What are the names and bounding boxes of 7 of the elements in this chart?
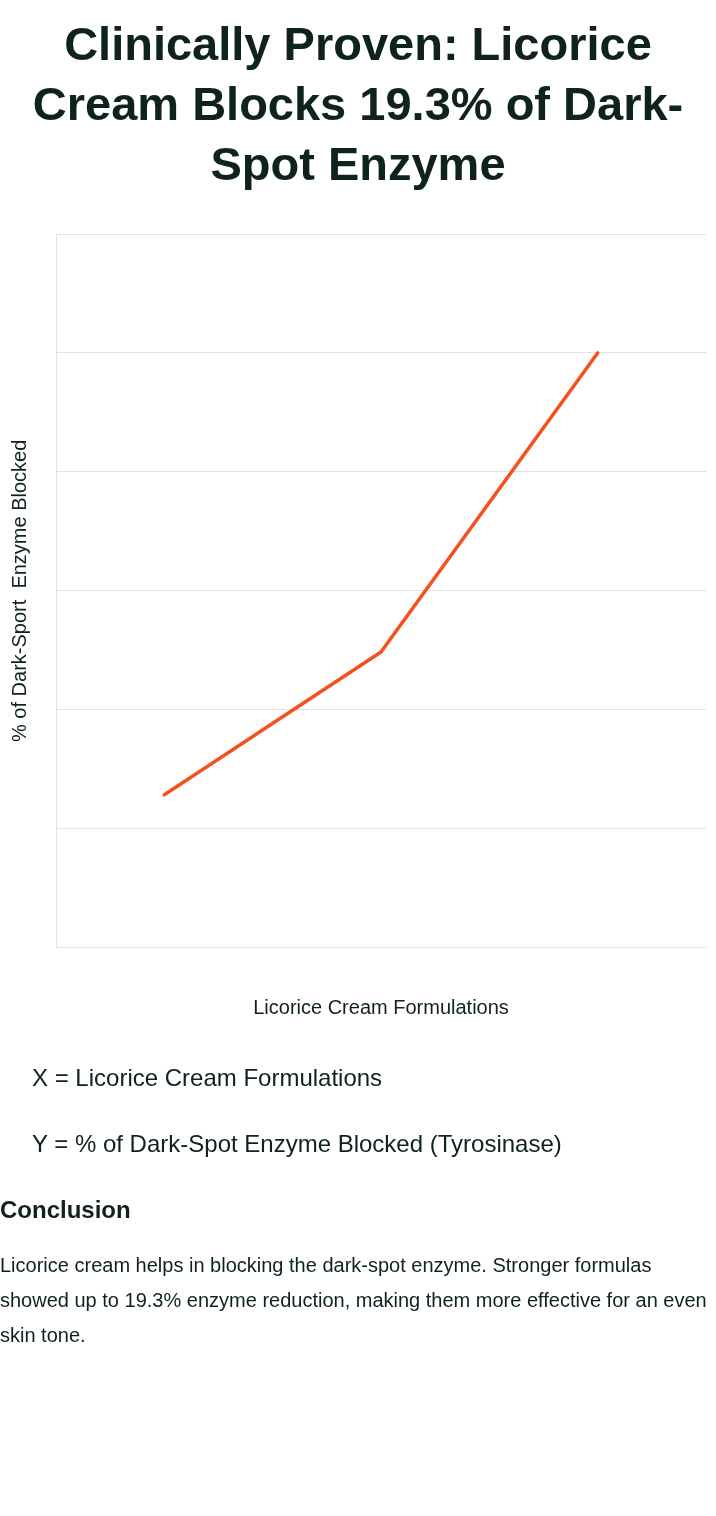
chart-title: Clinically Proven: Licorice Cream Blocks 19.3% of Dark-Spot Enzyme (31, 16, 685, 192)
y-axis-title: % of Dark-Sport Enzyme Blocked (7, 439, 30, 742)
text: Conclusion (0, 1196, 132, 1224)
text: X = Licorice Cream Formulations (32, 1064, 384, 1092)
text: Y = % of Dark-Spot Enzyme Blocked (Tyrosinase) (32, 1130, 563, 1158)
x-axis-title: Licorice Cream Formulations (253, 995, 509, 1018)
text: Licorice cream helps in blocking the dark-spot enzyme. Stronger formulas showed up to 19.3% enzyme reduction, making them more effective for an even skin tone. (0, 1253, 708, 1348)
